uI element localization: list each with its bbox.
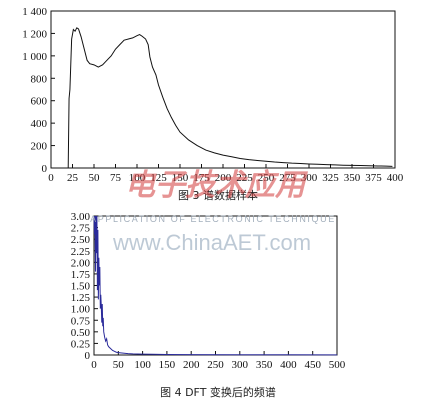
x-tick-label: 275	[279, 172, 296, 184]
chart1-y-tick-labels: 0 200 400 600 800 1 000 1 200 1 400	[22, 6, 47, 175]
watermark: 电子技术应用 APPLICATION OF ELECTRONIC TECHNIQ…	[90, 168, 336, 255]
chart2-x-tick-labels: 0 50 100 150 200 250 300 350 400 450 500	[91, 359, 346, 371]
y-tick-label: 1 400	[22, 6, 47, 18]
x-tick-label: 75	[110, 172, 122, 184]
y-tick-label: 1.00	[71, 304, 91, 316]
y-tick-label: 1.50	[71, 281, 91, 293]
y-tick-label: 800	[31, 73, 48, 85]
x-tick-label: 300	[301, 172, 318, 184]
chart2-caption: 图 4 DFT 变换后的频谱	[160, 385, 276, 399]
x-tick-label: 500	[329, 359, 346, 371]
x-tick-label: 125	[150, 172, 167, 184]
y-tick-label: 2.75	[71, 223, 91, 235]
y-tick-label: 0.25	[71, 338, 91, 350]
watermark-logo: 电子技术应用	[125, 168, 309, 203]
x-tick-label: 325	[322, 172, 339, 184]
y-tick-label: 1.25	[71, 292, 91, 304]
x-tick-label: 200	[183, 359, 200, 371]
x-tick-label: 250	[258, 172, 275, 184]
x-tick-label: 100	[134, 359, 151, 371]
watermark-subtitle: APPLICATION OF ELECTRONIC TECHNIQUE	[90, 214, 336, 224]
chart2-y-tick-labels: 00.250.500.751.001.251.501.752.002.252.5…	[71, 211, 91, 362]
x-tick-label: 400	[387, 172, 404, 184]
x-tick-label: 150	[172, 172, 189, 184]
x-tick-label: 200	[215, 172, 232, 184]
x-tick-label: 350	[256, 359, 273, 371]
chart1-caption: 图 3 谱数据样本	[178, 188, 258, 202]
x-tick-label: 25	[67, 172, 79, 184]
x-tick-label: 0	[48, 172, 54, 184]
x-tick-label: 450	[304, 359, 321, 371]
x-tick-label: 50	[89, 172, 101, 184]
chart1-axes	[50, 10, 396, 169]
y-tick-label: 400	[31, 118, 48, 130]
watermark-url: www.ChinaAET.com	[112, 230, 311, 255]
y-tick-label: 0	[42, 163, 48, 175]
y-tick-label: 2.00	[71, 257, 91, 269]
x-tick-label: 400	[280, 359, 297, 371]
y-tick-label: 200	[31, 141, 48, 153]
y-tick-label: 1.75	[71, 269, 91, 281]
x-tick-label: 150	[159, 359, 176, 371]
y-tick-label: 2.25	[71, 246, 91, 258]
y-tick-label: 2.50	[71, 234, 91, 246]
y-tick-label: 3.00	[71, 211, 91, 223]
x-tick-label: 300	[232, 359, 249, 371]
x-tick-label: 350	[344, 172, 361, 184]
x-tick-label: 175	[193, 172, 210, 184]
y-tick-label: 1 000	[22, 51, 47, 63]
x-tick-label: 50	[113, 359, 125, 371]
x-tick-label: 225	[236, 172, 253, 184]
c1-plot-frame	[50, 10, 396, 169]
spectrum-sample-chart: 0 200 400 600 800 1 000 1 200 1 400 0 25 50 75 100 1…	[22, 6, 404, 184]
y-tick-label: 600	[31, 96, 48, 108]
chart1-x-tick-labels: 0 25 50 75 100 125 150 175 200 225 250 275 300 325 350…	[48, 172, 404, 184]
x-tick-label: 100	[129, 172, 146, 184]
x-tick-label: 375	[365, 172, 382, 184]
chart1-series-line	[51, 27, 393, 169]
x-tick-label: 0	[91, 359, 97, 371]
y-tick-label: 0.50	[71, 327, 91, 339]
x-tick-label: 250	[207, 359, 224, 371]
dft-spectrum-chart: 00.250.500.751.001.251.501.752.002.252.5…	[71, 211, 346, 371]
chart2-series-line	[93, 215, 338, 356]
y-tick-label: 0	[85, 350, 91, 362]
y-tick-label: 1 200	[22, 28, 47, 40]
y-tick-label: 0.75	[71, 315, 91, 327]
